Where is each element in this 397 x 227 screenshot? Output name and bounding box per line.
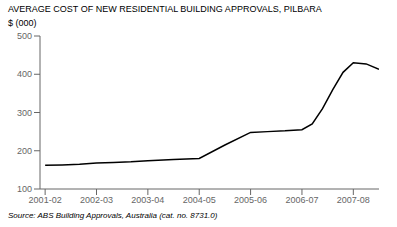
svg-text:300: 300	[17, 108, 32, 118]
svg-text:2004-05: 2004-05	[183, 195, 216, 205]
svg-text:2006-07: 2006-07	[285, 195, 318, 205]
html-text:AVERAGE COST OF NEW RESIDENTIA: AVERAGE COST OF NEW RESIDENTIAL BUILDING…	[8, 4, 322, 14]
svg-text:200: 200	[17, 146, 32, 156]
svg-text:2005-06: 2005-06	[234, 195, 267, 205]
svg-text:500: 500	[17, 31, 32, 41]
svg-text:2002-03: 2002-03	[80, 195, 113, 205]
svg-text:2001-02: 2001-02	[29, 195, 62, 205]
svg-text:2003-04: 2003-04	[131, 195, 164, 205]
html-text:$ (000): $ (000)	[8, 18, 37, 28]
svg-text:100: 100	[17, 184, 32, 194]
html-text:Source: ABS Building Approvals: Source: ABS Building Approvals, Australi…	[8, 211, 218, 220]
svg-text:2007-08: 2007-08	[337, 195, 370, 205]
svg-text:400: 400	[17, 69, 32, 79]
